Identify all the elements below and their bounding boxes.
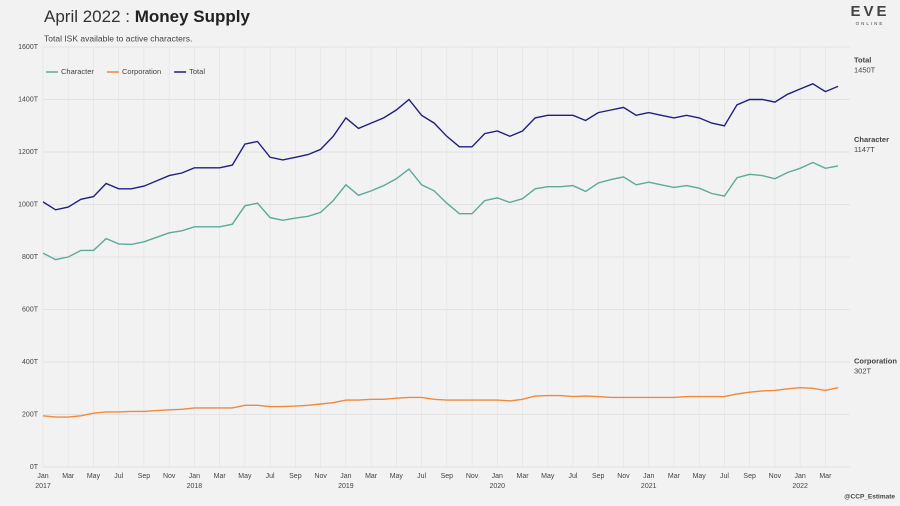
x-tick-label: May (390, 473, 404, 480)
end-label-value: 302T (854, 367, 872, 376)
logo: EVE (850, 3, 889, 20)
x-tick-label: Nov (617, 473, 630, 480)
x-tick-label: Mar (668, 473, 681, 480)
x-year-label: 2017 (35, 483, 51, 490)
x-tick-label: Mar (62, 473, 75, 480)
x-tick-label: Sep (138, 473, 151, 480)
x-tick-label: Mar (214, 473, 227, 480)
y-tick-label: 1200T (18, 149, 39, 156)
x-tick-label: Nov (466, 473, 479, 480)
x-tick-label: May (541, 473, 555, 480)
end-label-name: Total (854, 55, 871, 64)
x-tick-label: Nov (769, 473, 782, 480)
x-year-label: 2020 (489, 483, 505, 490)
x-tick-label: Jan (189, 473, 200, 480)
x-tick-label: May (238, 473, 252, 480)
end-label-value: 1147T (854, 145, 875, 154)
x-tick-label: Jul (114, 473, 123, 480)
credit: @CCP_Estimate (844, 494, 895, 501)
x-year-label: 2022 (792, 483, 808, 490)
series-line (42, 386, 839, 418)
y-tick-label: 400T (22, 359, 39, 366)
x-tick-label: Sep (743, 473, 756, 480)
x-year-label: 2018 (187, 483, 203, 490)
x-tick-label: Jan (492, 473, 503, 480)
y-tick-label: 1400T (18, 96, 39, 103)
end-label-value: 1450T (854, 65, 876, 74)
end-label-name: Character (854, 135, 889, 144)
series-line (42, 161, 839, 261)
x-tick-label: Jan (794, 473, 805, 480)
x-tick-label: May (693, 473, 707, 480)
end-label-name: Corporation (854, 357, 897, 366)
x-tick-label: Mar (516, 473, 529, 480)
chart-title: April 2022 : Money Supply (44, 7, 251, 26)
x-tick-label: Jan (37, 473, 48, 480)
legend-label: Total (189, 67, 205, 76)
y-tick-label: 1000T (18, 201, 39, 208)
series-line (42, 83, 839, 211)
y-tick-label: 0T (30, 464, 39, 471)
x-tick-label: Jul (569, 473, 578, 480)
x-tick-label: Sep (592, 473, 605, 480)
x-tick-label: Nov (314, 473, 327, 480)
x-tick-label: May (87, 473, 101, 480)
x-tick-label: Jul (417, 473, 426, 480)
x-tick-label: Jul (720, 473, 729, 480)
y-tick-label: 800T (22, 254, 39, 261)
subtitle: Total ISK available to active characters… (44, 33, 192, 43)
legend-label: Corporation (122, 67, 161, 76)
logo-sub: ONLINE (856, 21, 885, 26)
legend-label: Character (61, 67, 94, 76)
x-tick-label: Nov (163, 473, 176, 480)
x-tick-label: Mar (365, 473, 378, 480)
x-tick-label: Jan (340, 473, 351, 480)
y-tick-label: 200T (22, 411, 39, 418)
x-tick-label: Sep (289, 473, 302, 480)
x-tick-label: Jan (643, 473, 654, 480)
title-main: Money Supply (135, 7, 251, 26)
x-tick-label: Jul (266, 473, 275, 480)
y-tick-label: 1600T (18, 44, 39, 51)
x-year-label: 2021 (641, 483, 657, 490)
x-tick-label: Mar (819, 473, 832, 480)
title-prefix: April 2022 : (44, 7, 130, 26)
y-tick-label: 600T (22, 306, 39, 313)
x-year-label: 2019 (338, 483, 354, 490)
x-tick-label: Sep (441, 473, 454, 480)
